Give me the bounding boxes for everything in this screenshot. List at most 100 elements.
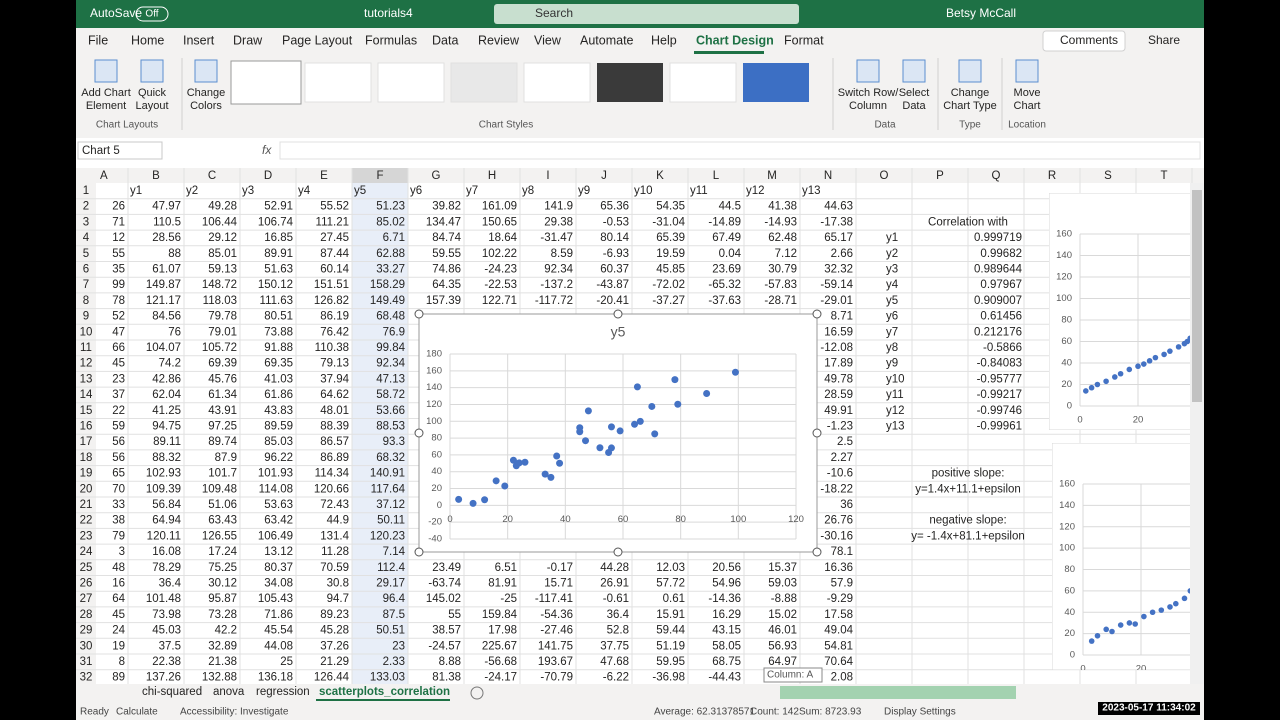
ribbon-icon[interactable] xyxy=(140,59,164,83)
ribbon-tab[interactable]: Review xyxy=(478,33,520,47)
ribbon-button-label[interactable]: Select xyxy=(899,87,930,99)
data-point xyxy=(671,376,679,384)
ribbon-icon[interactable] xyxy=(194,59,218,83)
share-label[interactable]: Share xyxy=(1148,33,1180,47)
sheet-tab[interactable]: chi-squared xyxy=(142,686,202,698)
cell: 12 xyxy=(112,232,125,244)
ribbon-button-label[interactable]: Data xyxy=(902,100,926,112)
chart[interactable]: 0 20 40 60 80 100 120 140 160 0 20 xyxy=(1049,193,1280,430)
status-item[interactable]: Accessibility: Investigate xyxy=(180,707,289,718)
ribbon-button-label[interactable]: Element xyxy=(86,100,126,112)
horizontal-scroll-thumb[interactable] xyxy=(780,686,1016,699)
ribbon-tab[interactable]: Help xyxy=(651,33,677,47)
ribbon-tab[interactable]: Insert xyxy=(183,33,215,47)
status-item: Calculate xyxy=(116,707,158,718)
ribbon-icon[interactable] xyxy=(958,59,982,83)
ribbon-button-label[interactable]: Move xyxy=(1014,87,1041,99)
cell: 37.26 xyxy=(320,640,349,652)
cell: y12 xyxy=(746,185,765,197)
cell: 45.54 xyxy=(264,625,293,637)
style-thumb[interactable] xyxy=(377,62,445,103)
ribbon-tab[interactable]: Automate xyxy=(580,33,634,47)
ribbon-button-label[interactable]: Chart xyxy=(1014,100,1041,112)
search-placeholder[interactable]: Search xyxy=(535,6,573,20)
column-header: D xyxy=(264,170,272,182)
ribbon-tab[interactable]: Formulas xyxy=(365,33,417,47)
ribbon-tab[interactable]: Data xyxy=(432,33,458,47)
cell: 52.91 xyxy=(264,201,293,213)
selection-handle[interactable] xyxy=(812,547,822,557)
file-name[interactable]: tutorials4 xyxy=(364,6,413,20)
row-header: 1 xyxy=(83,185,89,197)
add-sheet-button[interactable] xyxy=(470,686,484,700)
cell: 89.91 xyxy=(264,248,293,260)
cell: -0.99746 xyxy=(977,405,1022,417)
ribbon-tab[interactable]: View xyxy=(534,33,562,47)
ribbon-button-label[interactable]: Add Chart xyxy=(81,87,131,99)
cell: 70.64 xyxy=(824,656,853,668)
ribbon-tab[interactable]: Format xyxy=(784,33,824,47)
selection-handle[interactable] xyxy=(414,428,424,438)
ribbon-icon[interactable] xyxy=(902,59,926,83)
row-header: 25 xyxy=(80,562,93,574)
cell: 70.59 xyxy=(320,562,349,574)
ribbon-icon[interactable] xyxy=(856,59,880,83)
ribbon-icon[interactable] xyxy=(1015,59,1039,83)
ribbon-tab[interactable]: Chart Design xyxy=(696,33,774,47)
row-header: 6 xyxy=(83,264,89,276)
cell: 17.98 xyxy=(488,625,517,637)
name-box[interactable] xyxy=(77,141,163,160)
cell: 24 xyxy=(112,625,125,637)
ribbon-tab[interactable]: Page Layout xyxy=(282,33,353,47)
ribbon-button-label[interactable]: Quick xyxy=(138,87,167,99)
chart[interactable]: 0 20 40 60 80 100 120 140 160 0 20 xyxy=(1052,443,1280,675)
style-thumb[interactable] xyxy=(523,62,591,103)
ribbon-button-label[interactable]: Layout xyxy=(135,100,168,112)
selection-handle[interactable] xyxy=(414,309,424,319)
ribbon-icon[interactable] xyxy=(94,59,118,83)
selection-handle[interactable] xyxy=(812,309,822,319)
cell: 225.67 xyxy=(482,640,517,652)
data-point xyxy=(541,470,549,478)
name-box-text[interactable]: Chart 5 xyxy=(82,145,120,157)
cell: 54.96 xyxy=(712,578,741,590)
row-header: 16 xyxy=(80,421,93,433)
ribbon-button-label[interactable]: Change xyxy=(951,87,990,99)
ribbon-tab[interactable]: Draw xyxy=(233,33,263,47)
data-point xyxy=(556,459,564,467)
cell: 111.21 xyxy=(316,216,349,228)
scroll-thumb[interactable] xyxy=(1192,190,1202,402)
selection-handle[interactable] xyxy=(613,547,623,557)
selection-handle[interactable] xyxy=(812,428,822,438)
cell: 61.07 xyxy=(152,264,181,276)
ribbon-button-label[interactable]: Colors xyxy=(190,100,222,112)
chart[interactable]: y5 -40 -20 0 20 40 60 80 100 120 140 160 180 0 20 40 60 8… xyxy=(418,313,818,553)
sheet-tab[interactable]: regression xyxy=(256,686,310,698)
formula-input[interactable] xyxy=(279,141,1201,160)
ribbon-button-label[interactable]: Chart Type xyxy=(943,100,997,112)
ribbon-button-label[interactable]: Switch Row/ xyxy=(838,87,899,99)
search-box[interactable] xyxy=(494,4,799,24)
cell: 48.01 xyxy=(320,405,349,417)
style-thumb[interactable] xyxy=(230,60,302,105)
ribbon-tab[interactable]: File xyxy=(88,33,108,47)
ribbon-button-label[interactable]: Change xyxy=(187,87,226,99)
sheet-tab[interactable]: anova xyxy=(213,686,245,698)
cell: 79 xyxy=(112,530,125,542)
style-thumb[interactable] xyxy=(743,63,809,102)
selection-handle[interactable] xyxy=(414,547,424,557)
ribbon-button-label[interactable]: Column xyxy=(849,100,887,112)
style-thumb[interactable] xyxy=(450,62,518,103)
style-thumb[interactable] xyxy=(597,63,663,102)
y-tick-label: 60 xyxy=(431,449,442,460)
comments-button[interactable] xyxy=(1042,30,1126,52)
ribbon-tab[interactable]: Home xyxy=(131,33,164,47)
status-item[interactable]: Display Settings xyxy=(884,707,956,718)
column-header: M xyxy=(767,170,777,182)
sheet-tab[interactable]: scatterplots_correlation xyxy=(319,686,450,698)
style-thumb[interactable] xyxy=(304,62,372,103)
comments-label[interactable]: Comments xyxy=(1060,33,1118,47)
style-thumb[interactable] xyxy=(669,62,737,103)
selection-handle[interactable] xyxy=(613,309,623,319)
autosave-toggle[interactable] xyxy=(135,6,169,22)
